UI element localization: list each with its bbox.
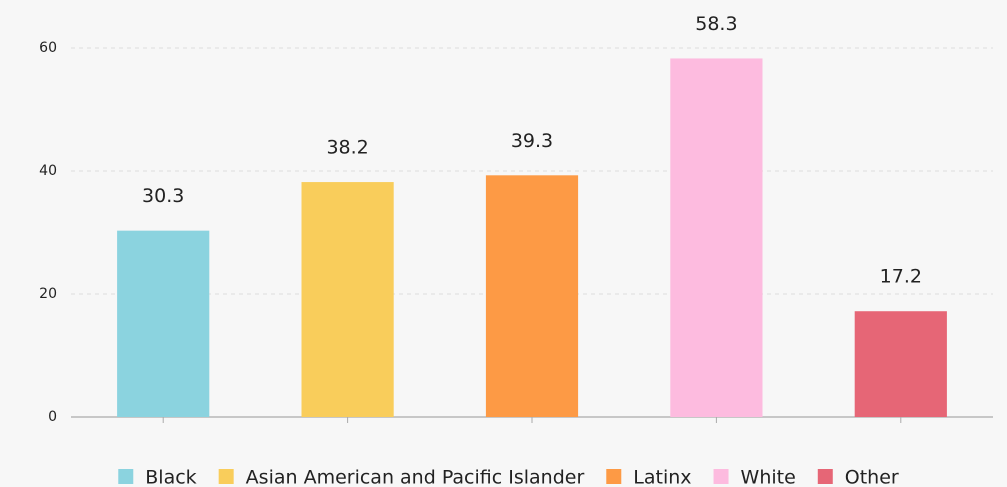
y-tick-label: 20 xyxy=(39,286,57,302)
value-label: 17.2 xyxy=(880,266,922,288)
bar xyxy=(670,58,763,417)
bar xyxy=(854,311,947,417)
legend-swatch xyxy=(817,469,833,484)
value-label: 58.3 xyxy=(695,13,737,35)
legend-label: Other xyxy=(845,467,899,487)
bar xyxy=(485,175,579,417)
y-tick-label: 40 xyxy=(39,163,57,179)
bar xyxy=(301,182,394,417)
legend-swatch xyxy=(606,469,622,484)
value-label: 39.3 xyxy=(511,130,553,152)
value-label: 30.3 xyxy=(142,185,184,207)
legend-label: White xyxy=(741,467,796,487)
bar xyxy=(117,230,210,417)
legend-label: Latinx xyxy=(633,467,691,487)
value-label: 38.2 xyxy=(326,137,368,159)
legend-swatch xyxy=(218,469,234,484)
legend-label: Asian American and Pacific Islander xyxy=(246,467,585,487)
legend-label: Black xyxy=(145,467,196,487)
y-tick-label: 60 xyxy=(39,40,57,56)
legend-swatch xyxy=(118,469,134,484)
y-tick-label: 0 xyxy=(48,409,57,425)
legend-swatch xyxy=(713,469,729,484)
